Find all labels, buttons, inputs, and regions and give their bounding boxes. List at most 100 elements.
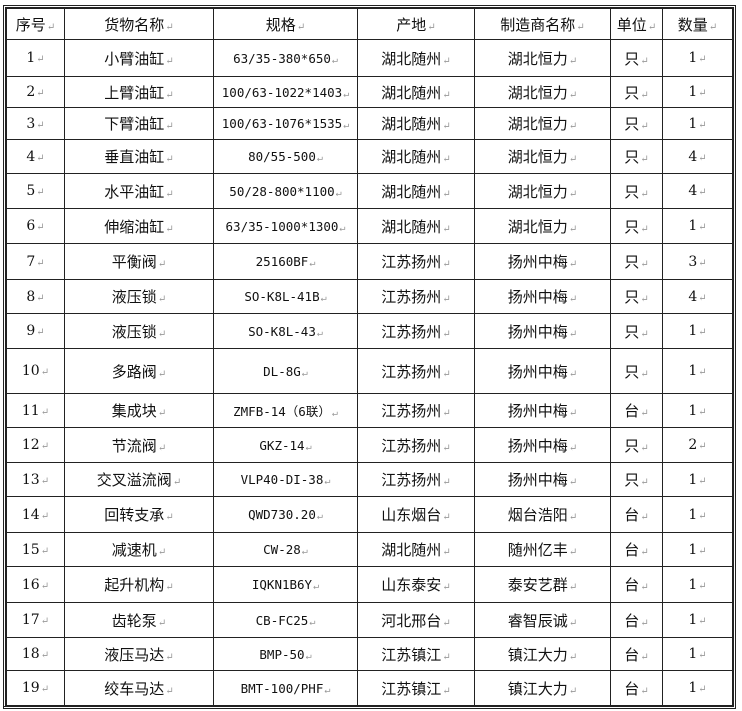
cell-manufacturer: 镇江大力: [474, 637, 611, 671]
header-unit: 单位: [610, 8, 663, 40]
cell-unit: 只: [610, 462, 663, 497]
cell-manufacturer: 扬州中梅: [474, 243, 611, 280]
cell-goods-name: 回转支承: [64, 496, 214, 533]
cell-index: 15: [6, 532, 65, 567]
cell-origin: 江苏扬州: [357, 348, 475, 394]
cell-manufacturer: 湖北恒力: [474, 173, 611, 209]
cell-quantity: 1: [662, 39, 733, 77]
cell-goods-name: 垂直油缸: [64, 139, 214, 174]
cell-origin: 江苏扬州: [357, 243, 475, 280]
cell-origin: 江苏镇江: [357, 670, 475, 706]
cell-goods-name: 下臂油缸: [64, 107, 214, 140]
table-header-row: 序号 货物名称 规格 产地 制造商名称 单位 数量: [6, 8, 733, 40]
cell-origin: 山东泰安: [357, 566, 475, 603]
cell-spec: 50/28-800*1100: [213, 173, 358, 209]
cell-goods-name: 液压锁: [64, 279, 214, 314]
cell-unit: 只: [610, 39, 663, 77]
cell-manufacturer: 扬州中梅: [474, 393, 611, 428]
cell-index: 17: [6, 602, 65, 638]
cell-unit: 只: [610, 208, 663, 244]
cell-origin: 江苏扬州: [357, 313, 475, 349]
cell-spec: 80/55-500: [213, 139, 358, 174]
cell-quantity: 1: [662, 208, 733, 244]
table-row: 7平衡阀25160BF江苏扬州扬州中梅只3: [6, 243, 733, 280]
cell-origin: 山东烟台: [357, 496, 475, 533]
cell-quantity: 1: [662, 532, 733, 567]
cell-goods-name: 起升机构: [64, 566, 214, 603]
cell-manufacturer: 湖北恒力: [474, 39, 611, 77]
cell-goods-name: 多路阀: [64, 348, 214, 394]
cell-index: 12: [6, 427, 65, 463]
cell-manufacturer: 扬州中梅: [474, 348, 611, 394]
cell-unit: 只: [610, 173, 663, 209]
cell-spec: SO-K8L-41B: [213, 279, 358, 314]
cell-quantity: 1: [662, 107, 733, 140]
cell-index: 14: [6, 496, 65, 533]
table-row: 10多路阀DL-8G江苏扬州扬州中梅只1: [6, 348, 733, 394]
table-row: 17齿轮泵CB-FC25河北邢台睿智辰诚台1: [6, 602, 733, 638]
cell-spec: 63/35-380*650: [213, 39, 358, 77]
cell-index: 9: [6, 313, 65, 349]
table-row: 6伸缩油缸63/35-1000*1300湖北随州湖北恒力只1: [6, 208, 733, 244]
cell-quantity: 1: [662, 348, 733, 394]
cell-quantity: 1: [662, 496, 733, 533]
cell-manufacturer: 泰安艺群: [474, 566, 611, 603]
cell-index: 11: [6, 393, 65, 428]
cell-index: 13: [6, 462, 65, 497]
cell-origin: 江苏扬州: [357, 427, 475, 463]
cell-origin: 江苏扬州: [357, 393, 475, 428]
cell-quantity: 1: [662, 637, 733, 671]
table-row: 16起升机构IQKN1B6Y山东泰安泰安艺群台1: [6, 566, 733, 603]
cell-quantity: 3: [662, 243, 733, 280]
goods-table-frame: 序号 货物名称 规格 产地 制造商名称 单位 数量 1小臂油缸63/35-380…: [3, 5, 736, 709]
cell-index: 18: [6, 637, 65, 671]
cell-unit: 只: [610, 76, 663, 108]
cell-index: 4: [6, 139, 65, 174]
cell-origin: 湖北随州: [357, 76, 475, 108]
cell-unit: 台: [610, 670, 663, 706]
cell-spec: QWD730.20: [213, 496, 358, 533]
table-row: 18液压马达BMP-50江苏镇江镇江大力台1: [6, 637, 733, 671]
cell-spec: 25160BF: [213, 243, 358, 280]
cell-quantity: 1: [662, 462, 733, 497]
cell-origin: 江苏扬州: [357, 279, 475, 314]
table-row: 4垂直油缸80/55-500湖北随州湖北恒力只4: [6, 139, 733, 174]
cell-goods-name: 平衡阀: [64, 243, 214, 280]
cell-goods-name: 液压马达: [64, 637, 214, 671]
cell-unit: 只: [610, 243, 663, 280]
cell-origin: 江苏扬州: [357, 462, 475, 497]
cell-spec: GKZ-14: [213, 427, 358, 463]
cell-spec: 100/63-1076*1535: [213, 107, 358, 140]
cell-manufacturer: 烟台浩阳: [474, 496, 611, 533]
cell-goods-name: 绞车马达: [64, 670, 214, 706]
cell-spec: BMP-50: [213, 637, 358, 671]
table-row: 15减速机CW-28湖北随州随州亿丰台1: [6, 532, 733, 567]
cell-spec: VLP40-DI-38: [213, 462, 358, 497]
table-row: 13交叉溢流阀VLP40-DI-38江苏扬州扬州中梅只1: [6, 462, 733, 497]
cell-origin: 江苏镇江: [357, 637, 475, 671]
cell-spec: 63/35-1000*1300: [213, 208, 358, 244]
cell-spec: 100/63-1022*1403: [213, 76, 358, 108]
cell-spec: CB-FC25: [213, 602, 358, 638]
cell-unit: 台: [610, 637, 663, 671]
cell-spec: IQKN1B6Y: [213, 566, 358, 603]
table-underline: [3, 706, 61, 707]
cell-unit: 台: [610, 566, 663, 603]
table-row: 5水平油缸50/28-800*1100湖北随州湖北恒力只4: [6, 173, 733, 209]
header-spec: 规格: [213, 8, 358, 40]
cell-unit: 只: [610, 427, 663, 463]
cell-unit: 台: [610, 496, 663, 533]
cell-origin: 湖北随州: [357, 107, 475, 140]
cell-goods-name: 节流阀: [64, 427, 214, 463]
cell-origin: 湖北随州: [357, 39, 475, 77]
cell-index: 5: [6, 173, 65, 209]
cell-goods-name: 上臂油缸: [64, 76, 214, 108]
cell-manufacturer: 扬州中梅: [474, 427, 611, 463]
cell-goods-name: 伸缩油缸: [64, 208, 214, 244]
goods-table: 序号 货物名称 规格 产地 制造商名称 单位 数量 1小臂油缸63/35-380…: [6, 8, 733, 706]
table-row: 11集成块ZMFB-14（6联）江苏扬州扬州中梅台1: [6, 393, 733, 428]
cell-index: 10: [6, 348, 65, 394]
cell-index: 8: [6, 279, 65, 314]
cell-unit: 只: [610, 139, 663, 174]
cell-goods-name: 交叉溢流阀: [64, 462, 214, 497]
